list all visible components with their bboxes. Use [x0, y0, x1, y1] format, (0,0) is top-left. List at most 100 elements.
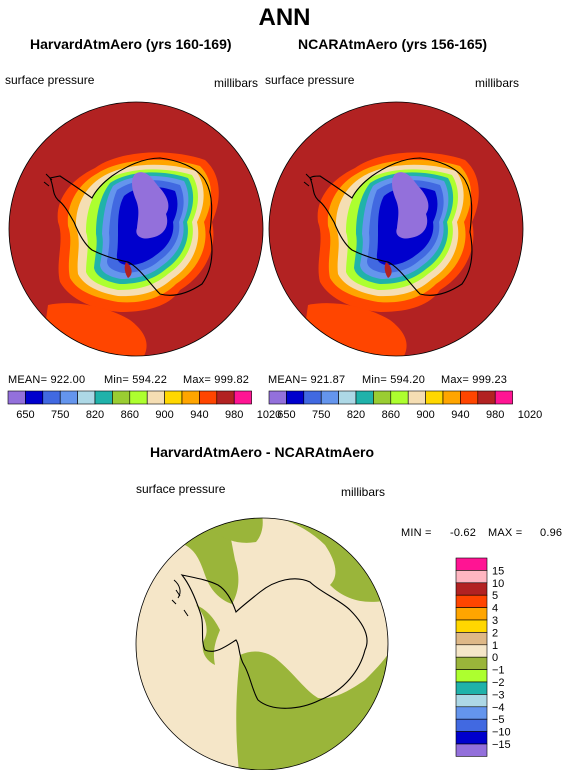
- colorbar-left-label: 980: [225, 409, 243, 421]
- colorbar-right-swatch: [320, 390, 339, 405]
- colorbar-right-swatch: [407, 390, 426, 405]
- colorbar-right-label: 1020: [518, 409, 542, 421]
- colorbar-left-label: 940: [190, 409, 208, 421]
- colorbar-left-swatch: [77, 390, 96, 405]
- stats-mean-left: MEAN= 922.00: [8, 374, 86, 386]
- colorbar-right-swatch: [494, 390, 513, 405]
- stats-max-right: Max= 999.23: [441, 374, 508, 386]
- diff-units-label: millibars: [341, 485, 386, 499]
- variable-label-left: surface pressure: [5, 73, 95, 87]
- colorbar-left-label: 1020: [257, 409, 281, 421]
- colorbar-right-label: 820: [347, 409, 365, 421]
- colorbar-left-label: 860: [121, 409, 139, 421]
- difference-legend-swatch: [455, 644, 488, 658]
- colorbar-right-swatch: [477, 390, 496, 405]
- difference-legend-label: 4: [492, 603, 498, 615]
- colorbar-left-swatch: [42, 390, 61, 405]
- diff-variable-label: surface pressure: [136, 482, 226, 496]
- difference-legend-swatch: [455, 731, 488, 745]
- difference-legend-swatch: [455, 594, 488, 608]
- map-left: [9, 102, 263, 356]
- diff-min-value: -0.62: [450, 527, 477, 539]
- difference-legend-label: 10: [492, 578, 504, 590]
- difference-legend-swatch: [455, 582, 488, 596]
- difference-legend-swatch: [455, 718, 488, 732]
- difference-legend-label: 2: [492, 627, 498, 639]
- colorbar-left-swatch: [199, 390, 218, 405]
- difference-legend-swatch: [455, 619, 488, 633]
- difference-legend-label: 3: [492, 615, 498, 627]
- difference-legend-swatch: [455, 632, 488, 646]
- difference-legend-swatch: [455, 570, 488, 584]
- colorbar-right-swatch: [268, 390, 287, 405]
- colorbar-left-label: 650: [16, 409, 34, 421]
- difference-legend-label: 15: [492, 565, 504, 577]
- stats-max-left: Max= 999.82: [183, 374, 250, 386]
- colorbar-right-swatch: [425, 390, 444, 405]
- map-right: [269, 102, 523, 356]
- difference-legend-label: −4: [492, 702, 505, 714]
- colorbar-left-swatch: [112, 390, 131, 405]
- panel-title-right: NCARAtmAero (yrs 156-165): [298, 36, 488, 52]
- colorbar-left-swatch: [216, 390, 235, 405]
- difference-legend-label: 5: [492, 590, 498, 602]
- colorbar-right-swatch: [303, 390, 322, 405]
- page-title: ANN: [258, 4, 311, 31]
- colorbar-right-label: 750: [312, 409, 330, 421]
- colorbar-right-swatch: [338, 390, 357, 405]
- colorbar-right-swatch: [355, 390, 374, 405]
- difference-legend-swatch: [455, 743, 488, 757]
- difference-legend-label: −10: [492, 727, 511, 739]
- difference-legend-swatch: [455, 656, 488, 670]
- difference-legend-label: −5: [492, 714, 505, 726]
- colorbar-left-swatch: [164, 390, 183, 405]
- difference-legend-swatch: [455, 694, 488, 708]
- difference-legend-swatch: [455, 706, 488, 720]
- difference-legend-swatch: [455, 557, 488, 571]
- colorbar-right-label: 900: [416, 409, 434, 421]
- colorbar-left-swatch: [7, 390, 26, 405]
- colorbar-right-label: 940: [451, 409, 469, 421]
- colorbar-right-label: 980: [486, 409, 504, 421]
- difference-legend-label: −3: [492, 689, 505, 701]
- difference-legend-swatch: [455, 669, 488, 683]
- colorbar-right-swatch: [442, 390, 461, 405]
- diff-title: HarvardAtmAero - NCARAtmAero: [150, 444, 375, 460]
- colorbar-left-swatch: [59, 390, 78, 405]
- colorbar-left-label: 820: [86, 409, 104, 421]
- diff-max-value: 0.96: [540, 527, 563, 539]
- colorbar-right-swatch: [286, 390, 305, 405]
- colorbar-right: 650 750 820 860 900 940 980 1020: [268, 390, 542, 421]
- colorbar-left-label: 750: [51, 409, 69, 421]
- colorbar-left-swatch: [25, 390, 44, 405]
- difference-legend-swatch: [455, 681, 488, 695]
- stats-min-right: Min= 594.20: [362, 374, 426, 386]
- variable-label-right: surface pressure: [265, 73, 355, 87]
- panel-title-left: HarvardAtmAero (yrs 160-169): [30, 36, 232, 52]
- colorbar-left-swatch: [146, 390, 165, 405]
- diff-min-label: MIN =: [401, 527, 432, 539]
- difference-legend-label: −1: [492, 665, 505, 677]
- colorbar-right-swatch: [460, 390, 479, 405]
- colorbar-left-swatch: [129, 390, 148, 405]
- colorbar-right-swatch: [390, 390, 409, 405]
- colorbar-left-label: 900: [155, 409, 173, 421]
- difference-legend-label: −2: [492, 677, 505, 689]
- stats-mean-right: MEAN= 921.87: [268, 374, 346, 386]
- colorbar-left: 650 750 820 860 900 940 980 1020: [7, 390, 281, 421]
- colorbar-left-swatch: [233, 390, 252, 405]
- difference-legend-label: 0: [492, 652, 498, 664]
- colorbar-left-swatch: [94, 390, 113, 405]
- difference-legend-label: 1: [492, 640, 498, 652]
- difference-legend-swatch: [455, 607, 488, 621]
- difference-legend-label: −15: [492, 739, 511, 751]
- colorbar-right-swatch: [373, 390, 392, 405]
- units-label-right: millibars: [475, 76, 520, 90]
- colorbar-left-swatch: [181, 390, 200, 405]
- colorbar-right-label: 650: [277, 409, 295, 421]
- diff-max-label: MAX =: [488, 527, 523, 539]
- units-label-left: millibars: [214, 76, 259, 90]
- colorbar-right-label: 860: [382, 409, 400, 421]
